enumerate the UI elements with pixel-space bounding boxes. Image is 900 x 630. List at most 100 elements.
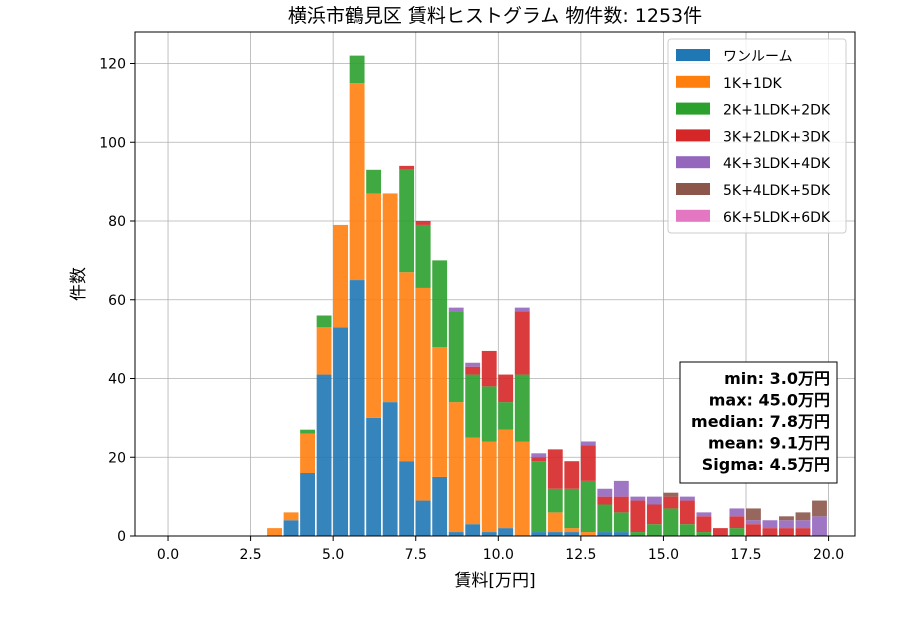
bar-segment bbox=[531, 461, 547, 533]
bar-segment bbox=[696, 516, 712, 533]
y-tick-label: 60 bbox=[108, 293, 126, 309]
bar-segment bbox=[597, 488, 613, 497]
bar-segment bbox=[630, 532, 646, 536]
bar-segment bbox=[646, 496, 662, 505]
stats-box: min: 3.0万円 max: 45.0万円 median: 7.8万円 mean: … bbox=[679, 361, 838, 484]
bar-segment bbox=[746, 508, 761, 521]
bar-segment bbox=[382, 193, 398, 403]
legend-swatch bbox=[676, 75, 710, 88]
bar-segment bbox=[613, 512, 629, 533]
bar-segment bbox=[465, 374, 481, 438]
bar-segment bbox=[300, 433, 315, 473]
legend-label: 1K+1DK bbox=[723, 76, 783, 92]
x-tick-label: 15.0 bbox=[648, 547, 679, 563]
bar-segment bbox=[448, 532, 464, 536]
x-tick-label: 7.5 bbox=[405, 547, 427, 563]
legend-box bbox=[667, 38, 847, 234]
x-tick-label: 0.0 bbox=[157, 547, 179, 563]
bar-segment bbox=[630, 500, 646, 533]
bar-segment bbox=[663, 492, 679, 497]
legend-swatch bbox=[676, 129, 710, 142]
bar-segment bbox=[349, 280, 365, 536]
bar-segment bbox=[448, 402, 464, 533]
bar-segment bbox=[498, 374, 514, 403]
bar-segment bbox=[432, 347, 448, 477]
legend-label: 5K+4LDK+5DK bbox=[723, 183, 831, 199]
bar-segment bbox=[547, 449, 563, 489]
stats-line: max: 45.0万円 bbox=[709, 391, 830, 410]
bar-segment bbox=[696, 532, 712, 536]
bar-segment bbox=[316, 327, 332, 375]
bar-segment bbox=[349, 83, 365, 281]
legend-swatch bbox=[676, 209, 710, 222]
bar-segment bbox=[448, 307, 464, 312]
bar-segment bbox=[415, 221, 431, 225]
legend-label: 4K+3LDK+4DK bbox=[723, 156, 831, 172]
bar-segment bbox=[283, 520, 299, 536]
y-tick-label: 100 bbox=[99, 135, 126, 151]
legend-swatch bbox=[676, 49, 710, 61]
legend-label: 2K+1LDK+2DK bbox=[723, 103, 831, 119]
bar-segment bbox=[812, 500, 827, 517]
bar-segment bbox=[300, 429, 315, 434]
bar-segment bbox=[597, 504, 613, 533]
bar-segment bbox=[514, 374, 530, 442]
bar-segment bbox=[795, 520, 811, 529]
bar-segment bbox=[580, 441, 596, 446]
bar-segment bbox=[547, 532, 563, 536]
bar-segment bbox=[399, 165, 415, 170]
bar-segment bbox=[366, 169, 382, 194]
x-tick-label: 12.5 bbox=[565, 547, 596, 563]
bar-segment bbox=[399, 272, 415, 462]
y-tick-label: 120 bbox=[99, 57, 126, 73]
bar-segment bbox=[415, 224, 431, 288]
bar-segment bbox=[531, 457, 547, 462]
y-tick-label: 20 bbox=[108, 450, 126, 466]
bar-segment bbox=[465, 366, 481, 375]
bar-segment bbox=[531, 453, 547, 458]
bar-segment bbox=[762, 520, 778, 529]
legend: ワンルーム 1K+1DK 2K+1LDK+2DK 3K+2LDK+3DK 4K+3LDK… bbox=[667, 38, 847, 234]
bar-segment bbox=[366, 417, 382, 536]
bar-segment bbox=[597, 496, 613, 505]
bar-segment bbox=[432, 260, 448, 347]
x-tick-label: 20.0 bbox=[813, 547, 844, 563]
x-tick-label: 10.0 bbox=[483, 547, 514, 563]
bar-segment bbox=[729, 528, 745, 536]
legend-label: 6K+5LDK+6DK bbox=[723, 210, 831, 226]
chart-title: 横浜市鶴見区 賃料ヒストグラム 物件数: 1253件 bbox=[288, 5, 702, 27]
legend-label: 3K+2LDK+3DK bbox=[723, 129, 831, 145]
x-axis-title: 賃料[万円] bbox=[454, 571, 535, 591]
bar-segment bbox=[762, 528, 778, 536]
bars bbox=[267, 55, 827, 536]
bar-segment bbox=[481, 386, 497, 442]
legend-label: ワンルーム bbox=[723, 49, 793, 65]
stats-line: min: 3.0万円 bbox=[724, 369, 830, 388]
bar-segment bbox=[415, 500, 431, 536]
bar-segment bbox=[514, 307, 530, 312]
bar-segment bbox=[465, 524, 481, 536]
bar-segment bbox=[300, 473, 315, 536]
bar-segment bbox=[795, 512, 811, 521]
bar-segment bbox=[663, 508, 679, 536]
bar-segment bbox=[564, 532, 580, 536]
bar-segment bbox=[514, 441, 530, 536]
bar-segment bbox=[382, 402, 398, 536]
y-tick-label: 80 bbox=[108, 214, 126, 230]
legend-swatch bbox=[676, 183, 710, 195]
bar-segment bbox=[547, 488, 563, 513]
y-tick-label: 0 bbox=[117, 529, 126, 545]
bar-segment bbox=[564, 488, 580, 529]
bar-segment bbox=[580, 532, 596, 536]
bar-segment bbox=[646, 524, 662, 536]
bar-segment bbox=[366, 193, 382, 418]
bar-segment bbox=[448, 311, 464, 403]
x-tick-label: 17.5 bbox=[730, 547, 761, 563]
bar-segment bbox=[415, 287, 431, 501]
bar-segment bbox=[564, 528, 580, 533]
bar-segment bbox=[316, 374, 332, 536]
bar-segment bbox=[580, 445, 596, 481]
bar-segment bbox=[729, 508, 745, 517]
bar-segment bbox=[696, 512, 712, 517]
